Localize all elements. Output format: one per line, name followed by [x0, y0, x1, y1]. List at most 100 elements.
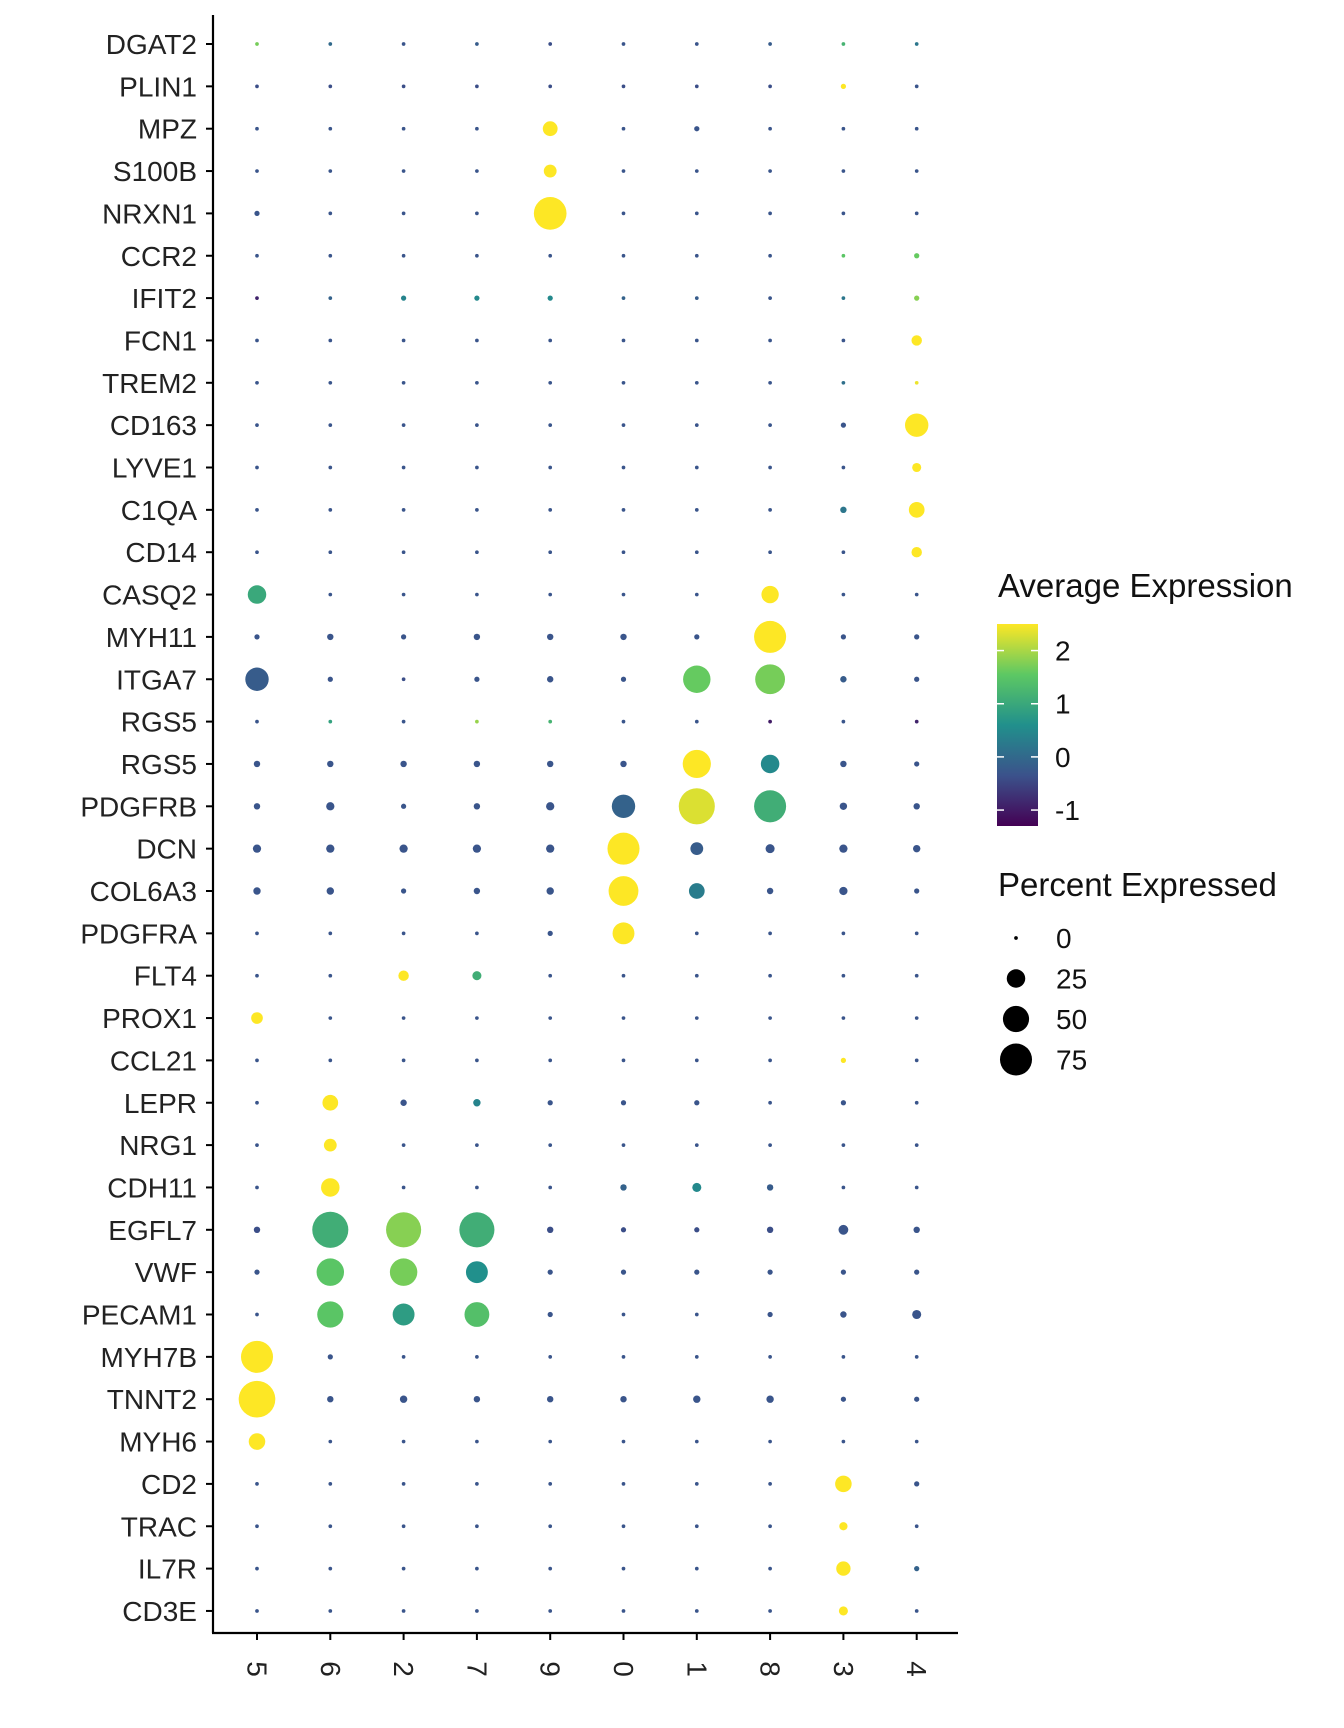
dot	[620, 1184, 627, 1191]
dot	[612, 922, 635, 945]
gene-label: NRXN1	[102, 198, 197, 229]
dot	[761, 585, 779, 604]
dot	[548, 1439, 553, 1444]
dot	[621, 1355, 626, 1359]
dot	[401, 465, 406, 470]
dot	[841, 1439, 846, 1444]
dot	[840, 1396, 847, 1402]
dot	[841, 1185, 846, 1190]
y-axis-ticks: DGAT2 PLIN1 MPZ S100B NRXN1 CCR2 IFIT2 FCN1 TREM…	[80, 29, 213, 1627]
dot	[547, 930, 553, 936]
dot	[913, 803, 920, 810]
gene-label: FCN1	[124, 325, 197, 356]
dot	[328, 253, 333, 258]
dot-grid	[238, 42, 929, 1616]
dot	[621, 84, 626, 89]
dot	[254, 1269, 260, 1275]
dot	[328, 1482, 333, 1486]
dot	[621, 42, 626, 46]
dot	[914, 1355, 919, 1359]
dot	[767, 1311, 773, 1318]
dot	[401, 592, 406, 597]
color-tick-label: -1	[1055, 795, 1080, 826]
dot	[475, 1566, 479, 1571]
gene-label: IFIT2	[132, 283, 197, 314]
dot	[768, 211, 772, 216]
dot	[914, 1396, 920, 1402]
dot	[475, 169, 479, 173]
dot	[841, 1355, 846, 1359]
dot	[914, 42, 919, 46]
dot	[317, 1301, 344, 1328]
dot	[473, 887, 481, 895]
dot	[548, 592, 553, 597]
dot	[841, 1143, 846, 1147]
dot	[328, 550, 333, 555]
color-tick-label: 0	[1055, 742, 1071, 773]
dot	[621, 550, 626, 555]
dot	[464, 1302, 490, 1327]
dot	[841, 338, 846, 343]
dot	[255, 550, 259, 555]
dot	[546, 1226, 554, 1234]
dot	[694, 1312, 699, 1317]
dot	[255, 253, 259, 258]
dot	[548, 508, 553, 512]
dot	[548, 1482, 553, 1486]
dot	[768, 423, 772, 427]
dot	[548, 1524, 553, 1529]
dot	[914, 888, 920, 894]
dot	[841, 296, 846, 300]
color-bar-ticks: 2 1 0 -1	[997, 636, 1080, 826]
dot	[475, 592, 479, 597]
gene-label: CD14	[125, 537, 197, 568]
color-tick-label: 1	[1055, 689, 1071, 720]
dot	[401, 719, 406, 724]
dot	[401, 253, 406, 258]
dot	[694, 169, 699, 173]
dot	[248, 1433, 266, 1450]
dot	[548, 550, 553, 555]
dot	[472, 971, 482, 981]
dot	[620, 633, 627, 641]
dot	[255, 465, 259, 470]
dot	[694, 634, 700, 640]
gene-label: TREM2	[102, 368, 197, 399]
dot	[694, 338, 699, 343]
dot	[621, 211, 626, 216]
dot	[255, 126, 259, 131]
dot	[401, 423, 406, 427]
dot	[754, 790, 787, 823]
dot	[840, 1100, 847, 1106]
dot	[401, 211, 406, 216]
dot	[694, 423, 699, 427]
dot	[620, 676, 627, 682]
dot	[548, 1016, 553, 1020]
size-legend-title: Percent Expressed	[998, 866, 1277, 903]
dot	[475, 1016, 479, 1020]
gene-label: RGS5	[121, 707, 197, 738]
dot	[914, 676, 920, 682]
dot	[768, 465, 772, 470]
gene-label: TRAC	[121, 1511, 197, 1542]
dot	[327, 1395, 334, 1403]
dot	[839, 844, 848, 853]
dot	[547, 1269, 553, 1275]
dot	[255, 931, 259, 936]
dot	[548, 973, 553, 978]
dot	[766, 1184, 774, 1191]
dot	[253, 803, 261, 810]
dot	[472, 844, 482, 853]
gene-label: PLIN1	[119, 71, 197, 102]
dot	[475, 42, 479, 46]
x-axis-ticks: 5 6 2 7 9 0 1 8 3 4	[242, 1633, 932, 1677]
dot	[911, 546, 922, 558]
dot	[238, 1380, 276, 1418]
dot	[694, 465, 699, 470]
dot	[840, 506, 847, 514]
dot	[840, 83, 847, 89]
dot	[694, 1609, 699, 1613]
dot	[841, 719, 846, 724]
dot	[328, 719, 333, 724]
